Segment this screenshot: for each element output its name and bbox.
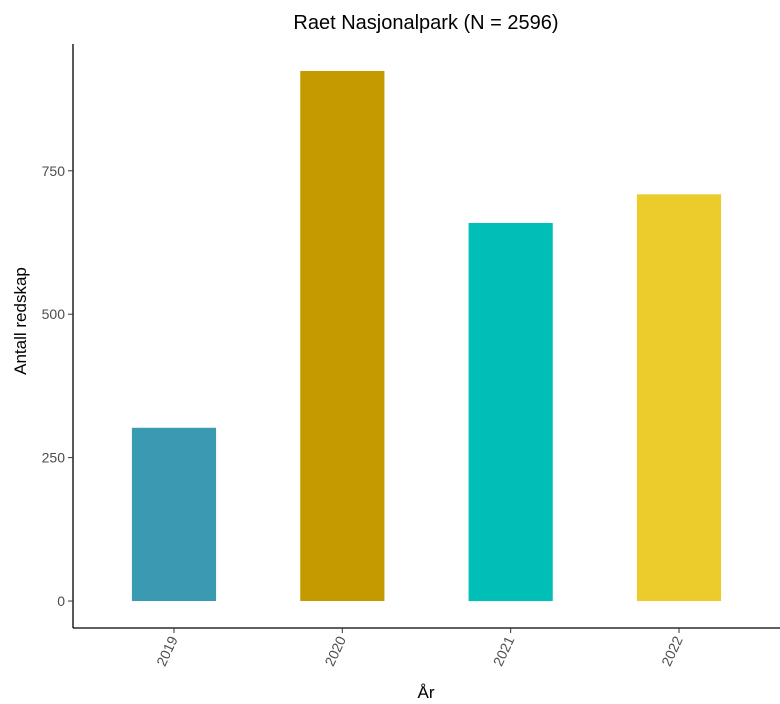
bar-2019 bbox=[131, 427, 217, 602]
x-tick-label: 2020 bbox=[321, 633, 349, 668]
x-tick-label: 2019 bbox=[153, 633, 181, 668]
x-axis-title: År bbox=[418, 683, 435, 702]
y-axis-title: Antall redskap bbox=[11, 267, 30, 375]
y-tick-label: 0 bbox=[57, 593, 65, 609]
bar-2022 bbox=[636, 194, 722, 602]
y-axis: 0 250 500 750 bbox=[42, 44, 74, 628]
y-tick-label: 500 bbox=[42, 306, 66, 322]
x-axis: 2019 2020 2021 2022 bbox=[73, 627, 780, 669]
bars-group bbox=[131, 70, 722, 602]
bar-2021 bbox=[468, 222, 553, 602]
chart-title: Raet Nasjonalpark (N = 2596) bbox=[293, 12, 558, 34]
y-tick-label: 250 bbox=[42, 450, 66, 466]
x-tick-label: 2021 bbox=[490, 633, 518, 668]
bar-2020 bbox=[300, 70, 385, 602]
x-tick-label: 2022 bbox=[658, 633, 686, 668]
y-tick-label: 750 bbox=[42, 163, 66, 179]
